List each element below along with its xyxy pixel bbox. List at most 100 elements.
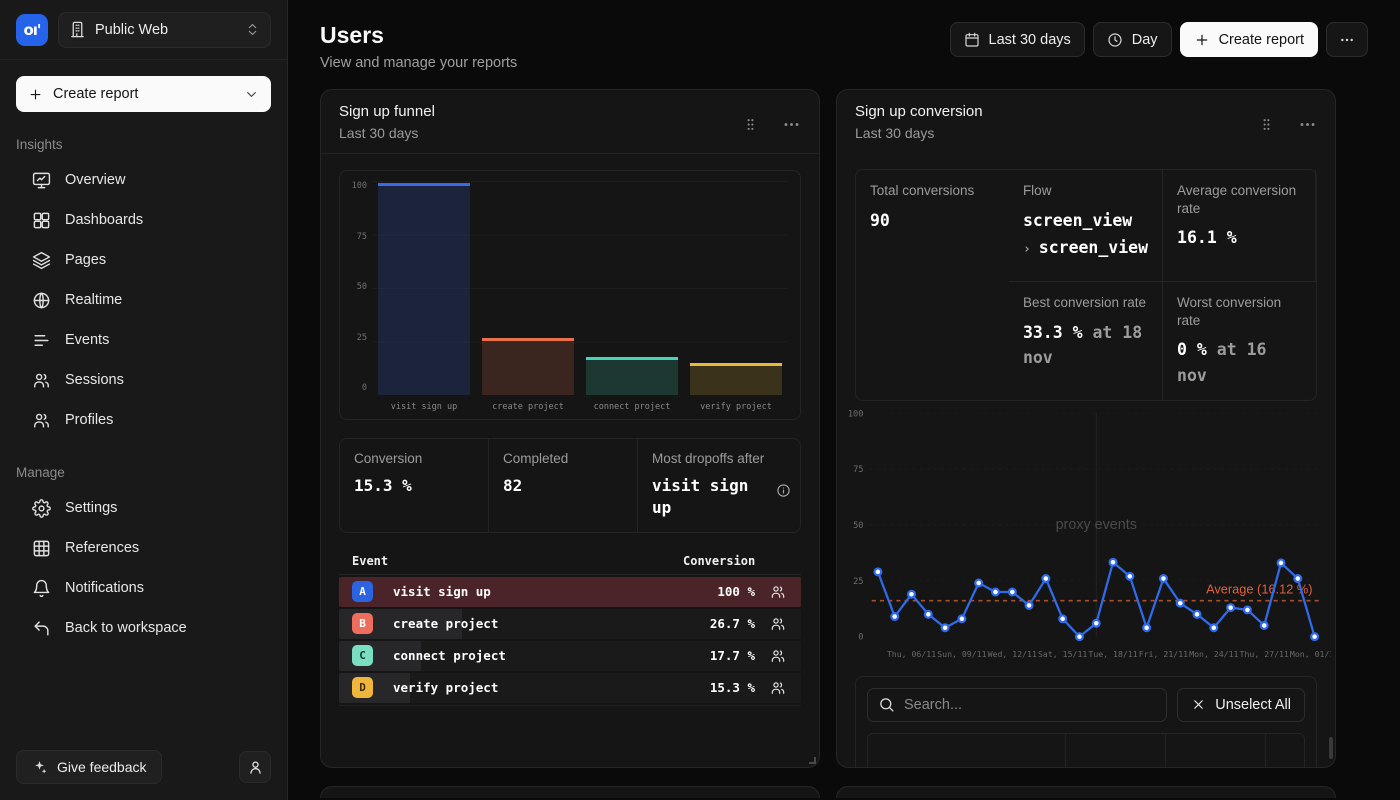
sidebar-item-label: Events <box>65 332 109 348</box>
data-point[interactable] <box>1059 616 1066 623</box>
chevron-down-icon <box>244 87 259 102</box>
stat-best-rate: Best conversion rate 33.3 % at 18 nov <box>1009 282 1163 400</box>
calendar-icon <box>964 32 980 48</box>
app-logo-text: oı' <box>23 21 40 39</box>
funnel-bar-verify-project[interactable]: verify project <box>690 183 782 395</box>
granularity-button[interactable]: Day <box>1093 22 1172 57</box>
users-icon[interactable] <box>755 648 801 664</box>
sidebar-item-dashboards[interactable]: Dashboards <box>16 200 271 240</box>
data-point[interactable] <box>942 625 949 632</box>
funnel-table-row[interactable]: Cconnect project17.7 % <box>339 641 801 671</box>
svg-text:25: 25 <box>853 577 863 587</box>
drag-handle-icon[interactable] <box>743 117 758 132</box>
create-report-header-button[interactable]: Create report <box>1180 22 1318 57</box>
back-icon <box>32 619 51 638</box>
users-icon[interactable] <box>755 616 801 632</box>
data-point[interactable] <box>1110 559 1117 566</box>
x-axis-label: Wed, 12/11 <box>988 649 1037 659</box>
event-name: create project <box>388 616 683 631</box>
funnel-table-row[interactable]: Bcreate project26.7 % <box>339 609 801 639</box>
data-point[interactable] <box>1093 620 1100 627</box>
data-point[interactable] <box>1294 575 1301 582</box>
app-logo[interactable]: oı' <box>16 14 48 46</box>
data-point[interactable] <box>975 580 982 587</box>
data-point[interactable] <box>1244 607 1251 614</box>
sidebar-item-label: Notifications <box>65 580 144 596</box>
page-title: Users <box>320 22 517 49</box>
sidebar-item-label: Pages <box>65 252 106 268</box>
step-badge: D <box>352 677 373 698</box>
line-chart-svg: 0255075100proxy eventsAverage (16.12 %)T… <box>841 405 1331 663</box>
funnel-bar-create-project[interactable]: create project <box>482 183 574 395</box>
scrollbar-thumb[interactable] <box>1329 737 1333 759</box>
conversion-line-chart: 0255075100proxy eventsAverage (16.12 %)T… <box>841 405 1331 663</box>
data-point[interactable] <box>1194 611 1201 618</box>
events-icon <box>32 331 51 350</box>
step-badge: B <box>352 613 373 634</box>
user-menu-button[interactable] <box>239 751 271 783</box>
sidebar-item-label: Realtime <box>65 292 122 308</box>
nav-section-label: Insights <box>16 137 271 152</box>
data-point[interactable] <box>875 569 882 576</box>
data-point[interactable] <box>925 611 932 618</box>
page-subtitle: View and manage your reports <box>320 55 517 71</box>
data-point[interactable] <box>1126 573 1133 580</box>
users-icon[interactable] <box>755 680 801 696</box>
sidebar-item-overview[interactable]: Overview <box>16 160 271 200</box>
conversion-card-subtitle: Last 30 days <box>855 125 1259 141</box>
data-point[interactable] <box>1177 600 1184 607</box>
sidebar-item-realtime[interactable]: Realtime <box>16 280 271 320</box>
resize-handle[interactable] <box>809 757 816 764</box>
clock-icon <box>1107 32 1123 48</box>
funnel-table-row[interactable]: Dverify project15.3 % <box>339 673 801 703</box>
sidebar-item-settings[interactable]: Settings <box>16 488 271 528</box>
data-point[interactable] <box>1311 633 1318 640</box>
data-point[interactable] <box>1278 560 1285 567</box>
search-input[interactable] <box>904 697 1156 713</box>
funnel-bar-visit-sign-up[interactable]: visit sign up <box>378 183 470 395</box>
sidebar-item-references[interactable]: References <box>16 528 271 568</box>
give-feedback-button[interactable]: Give feedback <box>16 750 162 784</box>
more-options-button[interactable] <box>1326 22 1368 57</box>
funnel-table-row[interactable]: Avisit sign up100 % <box>339 577 801 607</box>
sidebar-item-sessions[interactable]: Sessions <box>16 360 271 400</box>
data-point[interactable] <box>959 616 966 623</box>
card-more-icon[interactable] <box>1298 115 1317 134</box>
data-point[interactable] <box>1160 575 1167 582</box>
data-point[interactable] <box>1009 589 1016 596</box>
stat-worst-rate: Worst conversion rate 0 % at 16 nov <box>1163 282 1316 400</box>
data-point[interactable] <box>1026 602 1033 609</box>
data-point[interactable] <box>992 589 999 596</box>
unselect-all-button[interactable]: Unselect All <box>1177 688 1305 722</box>
data-point[interactable] <box>1210 625 1217 632</box>
stat-completed: Completed 82 <box>488 439 637 532</box>
data-point[interactable] <box>1261 622 1268 629</box>
dashboards-icon <box>32 211 51 230</box>
give-feedback-label: Give feedback <box>57 759 147 775</box>
data-point[interactable] <box>1042 575 1049 582</box>
funnel-bar-connect-project[interactable]: connect project <box>586 183 678 395</box>
data-point[interactable] <box>891 613 898 620</box>
project-selector[interactable]: Public Web <box>58 12 271 48</box>
drag-handle-icon[interactable] <box>1259 117 1274 132</box>
funnel-card-subtitle: Last 30 days <box>339 125 743 141</box>
sidebar-item-back-to-workspace[interactable]: Back to workspace <box>16 608 271 648</box>
conversion-stats: Flow screen_view ›screen_view Average co… <box>855 169 1317 401</box>
info-icon[interactable] <box>776 483 791 498</box>
sidebar-item-notifications[interactable]: Notifications <box>16 568 271 608</box>
funnel-table-header: Event Conversion <box>339 549 801 575</box>
create-report-button[interactable]: Create report <box>16 76 271 112</box>
data-point[interactable] <box>1143 625 1150 632</box>
data-point[interactable] <box>1076 633 1083 640</box>
x-axis-label: verify project <box>700 402 772 412</box>
card-more-icon[interactable] <box>782 115 801 134</box>
data-point[interactable] <box>908 591 915 598</box>
sidebar-item-events[interactable]: Events <box>16 320 271 360</box>
sidebar-item-pages[interactable]: Pages <box>16 240 271 280</box>
data-point[interactable] <box>1227 604 1234 611</box>
date-range-button[interactable]: Last 30 days <box>950 22 1085 57</box>
sidebar-item-label: Sessions <box>65 372 124 388</box>
sidebar-item-profiles[interactable]: Profiles <box>16 400 271 440</box>
users-icon[interactable] <box>755 584 801 600</box>
x-axis-label: visit sign up <box>391 402 458 412</box>
